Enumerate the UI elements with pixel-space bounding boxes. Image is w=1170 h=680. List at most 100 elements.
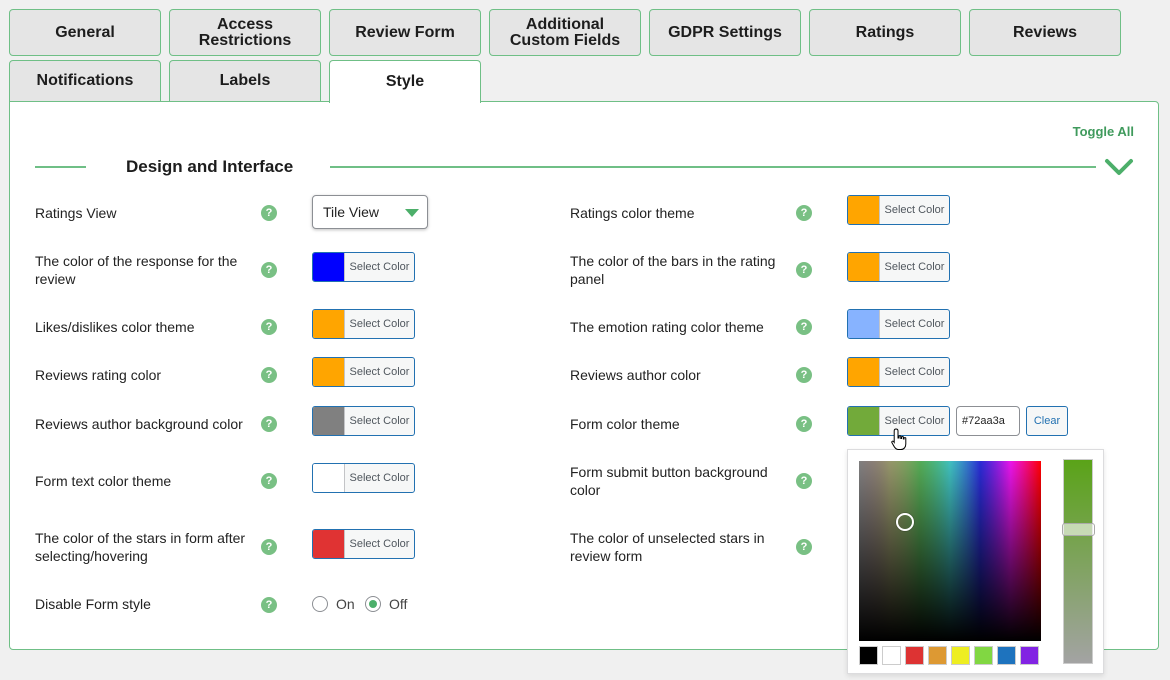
tab-notifications[interactable]: Notifications (9, 60, 161, 102)
reviews-rating-color-button[interactable]: Select Color (312, 357, 415, 387)
label-submit-bg-color: Form submit button background color (570, 464, 768, 498)
help-icon[interactable]: ? (261, 473, 277, 489)
form-text-color-button[interactable]: Select Color (312, 463, 415, 493)
select-color-label: Select Color (884, 261, 945, 273)
select-color-label: Select Color (349, 366, 410, 378)
select-color-label: Select Color (349, 261, 410, 273)
help-icon[interactable]: ? (796, 539, 812, 555)
palette-swatch[interactable] (859, 646, 878, 665)
select-color-label: Select Color (349, 415, 410, 427)
palette-swatch[interactable] (1020, 646, 1039, 665)
label-emotion-color: The emotion rating color theme (570, 319, 764, 335)
stars-hover-color-button[interactable]: Select Color (312, 529, 415, 559)
label-unselected-stars-color: The color of unselected stars in review … (570, 530, 765, 564)
select-color-label: Select Color (884, 204, 945, 216)
select-color-label: Select Color (349, 318, 410, 330)
section-divider-right (330, 166, 1096, 168)
hue-slider[interactable] (1062, 459, 1095, 664)
form-color-hex-input[interactable]: #72aa3a (956, 406, 1020, 436)
help-icon[interactable]: ? (796, 416, 812, 432)
label-reviews-rating-color: Reviews rating color (35, 367, 162, 383)
help-icon[interactable]: ? (261, 319, 277, 335)
color-swatch (848, 358, 880, 386)
section-title: Design and Interface (126, 157, 294, 176)
toggle-all-link[interactable]: Toggle All (1072, 124, 1134, 139)
color-swatch (848, 196, 880, 224)
color-picker-popup (847, 449, 1104, 674)
label-likes-color: Likes/dislikes color theme (35, 319, 195, 335)
tab-additional-custom-fields[interactable]: Additional Custom Fields (489, 9, 641, 56)
saturation-handle[interactable] (896, 513, 914, 531)
help-icon[interactable]: ? (261, 539, 277, 555)
help-icon[interactable]: ? (796, 319, 812, 335)
tab-access-restrictions[interactable]: Access Restrictions (169, 9, 321, 56)
color-swatch (313, 464, 345, 492)
palette-swatch[interactable] (905, 646, 924, 665)
color-swatch (313, 310, 345, 338)
bars-color-button[interactable]: Select Color (847, 252, 950, 282)
palette-swatch[interactable] (951, 646, 970, 665)
label-stars-hover-color: The color of the stars in form after sel… (35, 530, 246, 564)
section-divider-left (35, 166, 86, 168)
tab-gdpr-settings[interactable]: GDPR Settings (649, 9, 801, 56)
select-color-label: Select Color (884, 366, 945, 378)
saturation-square[interactable] (859, 461, 1041, 641)
radio-on[interactable] (312, 596, 328, 612)
palette-swatch[interactable] (928, 646, 947, 665)
help-icon[interactable]: ? (796, 205, 812, 221)
label-disable-form-style: Disable Form style (35, 596, 151, 612)
tab-labels[interactable]: Labels (169, 60, 321, 102)
clear-color-button[interactable]: Clear (1026, 406, 1068, 436)
radio-off-label: Off (389, 596, 408, 612)
label-response-color: The color of the response for the review (35, 253, 238, 287)
tab-reviews[interactable]: Reviews (969, 9, 1121, 56)
color-swatch (313, 530, 345, 558)
palette-swatch[interactable] (974, 646, 993, 665)
emotion-color-button[interactable]: Select Color (847, 309, 950, 339)
label-bars-color: The color of the bars in the rating pane… (570, 253, 776, 287)
tab-ratings[interactable]: Ratings (809, 9, 961, 56)
color-swatch (848, 407, 880, 435)
color-swatch (313, 253, 345, 281)
chevron-down-icon[interactable] (1104, 157, 1134, 177)
hand-pointer-icon (891, 428, 907, 450)
help-icon[interactable]: ? (261, 262, 277, 278)
help-icon[interactable]: ? (261, 367, 277, 383)
label-form-text-color: Form text color theme (35, 473, 172, 489)
tab-review-form[interactable]: Review Form (329, 9, 481, 56)
color-swatch (313, 407, 345, 435)
help-icon[interactable]: ? (796, 367, 812, 383)
hue-slider-handle[interactable] (1062, 523, 1095, 536)
tab-general[interactable]: General (9, 9, 161, 56)
ratings-view-value: Tile View (323, 204, 380, 220)
label-ratings-view: Ratings View (35, 205, 117, 221)
ratings-view-select[interactable]: Tile View (312, 195, 428, 229)
color-swatch (313, 358, 345, 386)
select-color-label: Select Color (884, 318, 945, 330)
likes-color-button[interactable]: Select Color (312, 309, 415, 339)
palette-swatch[interactable] (997, 646, 1016, 665)
dropdown-arrow-icon (405, 209, 419, 217)
label-author-color: Reviews author color (570, 367, 701, 383)
radio-off[interactable] (365, 596, 381, 612)
label-author-bg-color: Reviews author background color (35, 416, 243, 432)
color-swatch (848, 310, 880, 338)
ratings-color-theme-button[interactable]: Select Color (847, 195, 950, 225)
label-ratings-color-theme: Ratings color theme (570, 205, 695, 221)
help-icon[interactable]: ? (796, 262, 812, 278)
radio-on-label: On (336, 596, 355, 612)
author-color-button[interactable]: Select Color (847, 357, 950, 387)
author-bg-color-button[interactable]: Select Color (312, 406, 415, 436)
select-color-label: Select Color (349, 472, 410, 484)
color-swatch (848, 253, 880, 281)
help-icon[interactable]: ? (796, 473, 812, 489)
help-icon[interactable]: ? (261, 205, 277, 221)
tab-style[interactable]: Style (329, 60, 481, 103)
help-icon[interactable]: ? (261, 416, 277, 432)
label-form-color-theme: Form color theme (570, 416, 680, 432)
help-icon[interactable]: ? (261, 597, 277, 613)
palette-swatch[interactable] (882, 646, 901, 665)
select-color-label: Select Color (884, 415, 945, 427)
select-color-label: Select Color (349, 538, 410, 550)
response-color-button[interactable]: Select Color (312, 252, 415, 282)
